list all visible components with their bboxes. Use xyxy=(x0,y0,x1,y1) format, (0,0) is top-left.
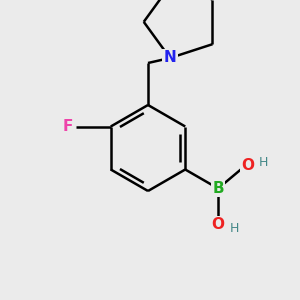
Text: B: B xyxy=(212,181,224,196)
Text: H: H xyxy=(259,156,268,169)
Text: O: O xyxy=(241,158,254,173)
Text: O: O xyxy=(212,217,225,232)
Text: N: N xyxy=(164,50,176,65)
Text: H: H xyxy=(230,222,239,235)
Text: F: F xyxy=(63,119,73,134)
